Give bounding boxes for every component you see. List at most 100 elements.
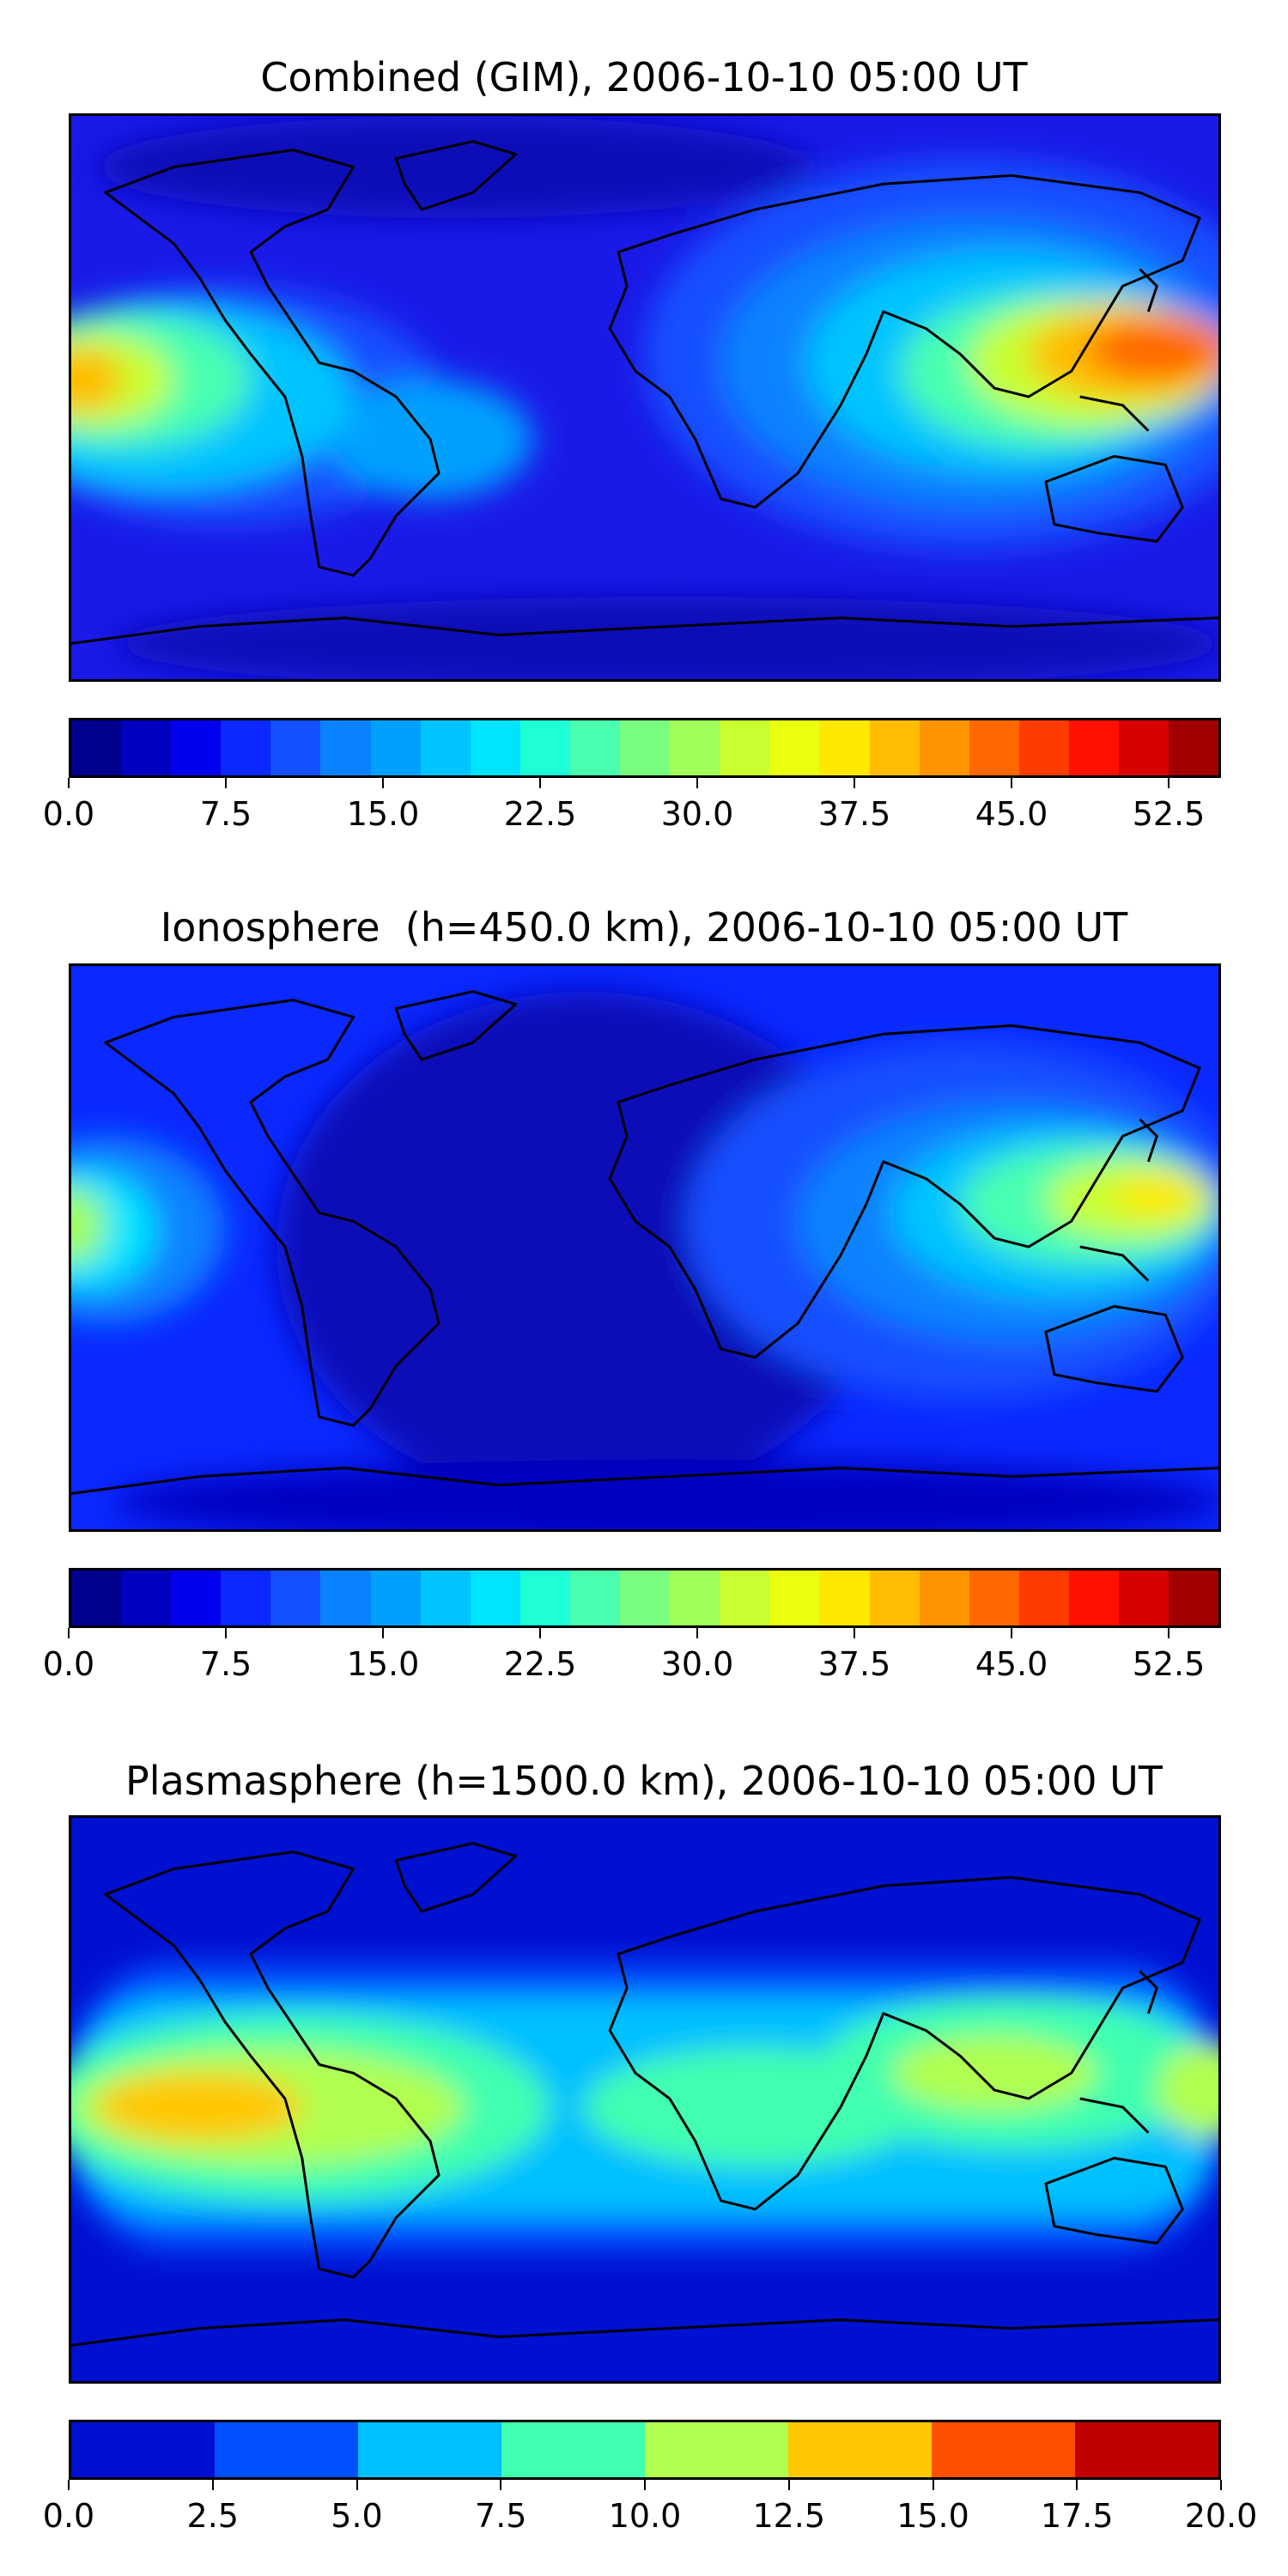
colorbar-tick bbox=[696, 778, 698, 788]
map-ionosphere-field bbox=[71, 966, 1218, 1529]
colorbar-tick-label: 45.0 bbox=[975, 795, 1048, 833]
colorbar-segment bbox=[1075, 2422, 1218, 2477]
colorbar-tick bbox=[854, 1628, 855, 1638]
colorbar-tick bbox=[382, 778, 384, 788]
colorbar-tick-label: 30.0 bbox=[660, 795, 734, 833]
colorbar-tick-label: 52.5 bbox=[1132, 795, 1206, 833]
colorbar-segment bbox=[470, 1571, 520, 1625]
colorbar-tick-label: 2.5 bbox=[186, 2497, 239, 2535]
colorbar-segment bbox=[969, 720, 1019, 775]
colorbar-tick bbox=[68, 1628, 70, 1638]
colorbar-tick-label: 22.5 bbox=[503, 795, 577, 833]
map-plasmasphere bbox=[69, 1815, 1221, 2384]
colorbar-segment bbox=[919, 720, 969, 775]
colorbar-segment bbox=[645, 2422, 788, 2477]
colorbar-segment bbox=[819, 720, 870, 775]
map-combined-field bbox=[71, 116, 1218, 679]
map-combined bbox=[69, 113, 1221, 682]
colorbar-segment bbox=[320, 1571, 371, 1625]
colorbar-tick-label: 15.0 bbox=[346, 1645, 420, 1683]
colorbar-tick bbox=[382, 1628, 384, 1638]
colorbar-segment bbox=[969, 1571, 1019, 1625]
colorbar-tick-label: 22.5 bbox=[503, 1645, 577, 1683]
coastlines-plasmasphere bbox=[71, 1842, 1218, 2347]
colorbar-segment bbox=[1018, 720, 1069, 775]
colorbar-segment bbox=[320, 720, 371, 775]
colorbar-segment bbox=[769, 720, 820, 775]
colorbar-tick-label: 0.0 bbox=[42, 1645, 95, 1683]
colorbar-segment bbox=[788, 2422, 932, 2477]
colorbar-tick bbox=[1168, 778, 1170, 788]
colorbar-tick-label: 7.5 bbox=[199, 1645, 252, 1683]
colorbar-segment bbox=[869, 720, 920, 775]
colorbar-segment bbox=[71, 720, 122, 775]
colorbar-segment bbox=[620, 720, 671, 775]
colorbar-tick-label: 37.5 bbox=[817, 1645, 891, 1683]
colorbar-segment bbox=[569, 1571, 621, 1625]
colorbar-tick bbox=[539, 778, 541, 788]
coastlines-combined bbox=[71, 140, 1218, 645]
colorbar-segment bbox=[720, 720, 770, 775]
colorbar-tick-label: 0.0 bbox=[42, 795, 95, 833]
colorbar-segment bbox=[420, 1571, 471, 1625]
colorbar-segment bbox=[670, 720, 720, 775]
colorbar-tick-label: 15.0 bbox=[346, 795, 420, 833]
panel-title-combined: Combined (GIM), 2006-10-10 05:00 UT bbox=[260, 54, 1028, 100]
colorbar-tick-label: 7.5 bbox=[475, 2497, 527, 2535]
colorbar-tick-label: 12.5 bbox=[752, 2497, 826, 2535]
colorbar-combined bbox=[69, 718, 1221, 778]
panel-title-plasmasphere: Plasmasphere (h=1500.0 km), 2006-10-10 0… bbox=[125, 1758, 1163, 1804]
colorbar-tick bbox=[68, 2480, 70, 2490]
colorbar-segment bbox=[1118, 720, 1170, 775]
colorbar-segment bbox=[171, 1571, 222, 1625]
panel-title-ionosphere: Ionosphere (h=450.0 km), 2006-10-10 05:0… bbox=[160, 904, 1128, 951]
colorbar-ionosphere bbox=[69, 1568, 1221, 1628]
colorbar-tick-label: 45.0 bbox=[975, 1645, 1048, 1683]
colorbar-tick bbox=[355, 2480, 358, 2490]
colorbar-segment bbox=[121, 720, 172, 775]
colorbar-tick-label: 15.0 bbox=[896, 2497, 969, 2535]
colorbar-segment bbox=[270, 720, 321, 775]
colorbar-segment bbox=[769, 1571, 820, 1625]
colorbar-tick-label: 20.0 bbox=[1184, 2497, 1258, 2535]
colorbar-tick-label: 5.0 bbox=[331, 2497, 383, 2535]
colorbar-segment bbox=[71, 1571, 122, 1625]
colorbar-tick-label: 30.0 bbox=[660, 1645, 734, 1683]
colorbar-segment bbox=[620, 1571, 671, 1625]
colorbar-tick bbox=[1220, 2480, 1222, 2490]
colorbar-segment bbox=[501, 2422, 645, 2477]
map-plasmasphere-field bbox=[71, 1818, 1218, 2381]
colorbar-segment bbox=[720, 1571, 770, 1625]
colorbar-tick-label: 0.0 bbox=[42, 2497, 95, 2535]
colorbar-tick-label: 7.5 bbox=[199, 795, 252, 833]
colorbar-segment bbox=[1068, 720, 1119, 775]
colorbar-tick bbox=[500, 2480, 502, 2490]
colorbar-segment bbox=[1068, 1571, 1119, 1625]
colorbar-tick-label: 52.5 bbox=[1132, 1645, 1206, 1683]
colorbar-segment bbox=[121, 1571, 172, 1625]
colorbar-segment bbox=[171, 720, 222, 775]
colorbar-segment bbox=[869, 1571, 920, 1625]
colorbar-tick-label: 10.0 bbox=[608, 2497, 682, 2535]
colorbar-tick bbox=[644, 2480, 646, 2490]
colorbar-segment bbox=[919, 1571, 969, 1625]
colorbar-segment bbox=[215, 2422, 358, 2477]
colorbar-segment bbox=[370, 720, 421, 775]
colorbar-tick bbox=[1011, 778, 1012, 788]
colorbar-tick bbox=[696, 1628, 698, 1638]
colorbar-segment bbox=[819, 1571, 870, 1625]
colorbar-segment bbox=[221, 720, 271, 775]
colorbar-segment bbox=[71, 2422, 215, 2477]
colorbar-tick bbox=[932, 2480, 934, 2490]
colorbar-segment bbox=[270, 1571, 321, 1625]
colorbar-tick bbox=[1168, 1628, 1170, 1638]
colorbar-segment bbox=[519, 1571, 570, 1625]
coastlines-ionosphere bbox=[71, 990, 1218, 1495]
colorbar-segment bbox=[519, 720, 570, 775]
colorbar-tick bbox=[68, 778, 70, 788]
colorbar-segment bbox=[932, 2422, 1075, 2477]
colorbar-tick bbox=[225, 1628, 227, 1638]
colorbar-segment bbox=[1018, 1571, 1069, 1625]
colorbar-segment bbox=[1169, 1571, 1219, 1625]
colorbar-tick bbox=[211, 2480, 214, 2490]
